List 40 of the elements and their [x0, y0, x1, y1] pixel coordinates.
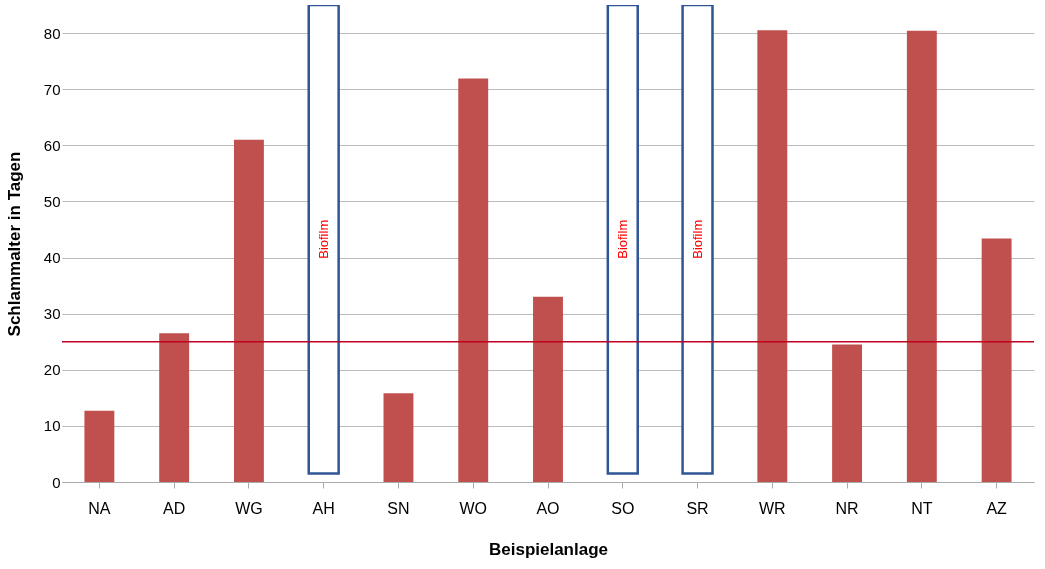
x-tick-label: SO	[611, 499, 635, 517]
y-tick-label: 30	[43, 305, 61, 323]
y-tick-label: 60	[43, 136, 61, 154]
bar	[606, 5, 639, 475]
text: Biofilm	[315, 219, 331, 259]
bar	[458, 78, 489, 482]
x-tick-label: SN	[387, 499, 410, 517]
bar	[233, 139, 264, 482]
series-label: Biofilm	[614, 219, 630, 259]
x-tick-label: WG	[235, 499, 263, 517]
x-tick-label: WO	[459, 499, 487, 517]
bar	[84, 410, 115, 482]
bar	[757, 30, 788, 482]
x-tick-label: AD	[163, 499, 186, 517]
bar	[383, 393, 414, 482]
bar	[307, 5, 340, 475]
bar	[981, 238, 1012, 482]
x-axis-title: Beispielanlage	[488, 539, 609, 559]
y-axis-title: Schlammalter in Tagen	[4, 151, 24, 337]
bar	[681, 5, 714, 475]
bar	[159, 333, 190, 482]
y-tick-label: 50	[43, 192, 61, 210]
bar	[906, 30, 937, 482]
y-tick-label: 10	[43, 417, 61, 435]
x-tick-label: AZ	[986, 499, 1008, 517]
y-tick-label: 0	[52, 473, 61, 491]
x-tick-label: AO	[536, 499, 560, 517]
bar	[832, 344, 863, 482]
x-tick-label: AH	[312, 499, 335, 517]
x-tick-label: WR	[758, 499, 786, 517]
y-tick-label: 80	[43, 24, 61, 42]
y-tick-label: 70	[43, 80, 61, 98]
x-tick-label: NA	[88, 499, 111, 517]
text: Biofilm	[689, 219, 705, 259]
bar	[533, 296, 563, 482]
x-tick-label: SR	[686, 499, 709, 517]
x-tick-label: NR	[835, 499, 859, 517]
x-tick-label: NT	[911, 499, 933, 517]
y-tick-label: 40	[43, 249, 61, 267]
y-tick-label: 20	[43, 361, 61, 379]
